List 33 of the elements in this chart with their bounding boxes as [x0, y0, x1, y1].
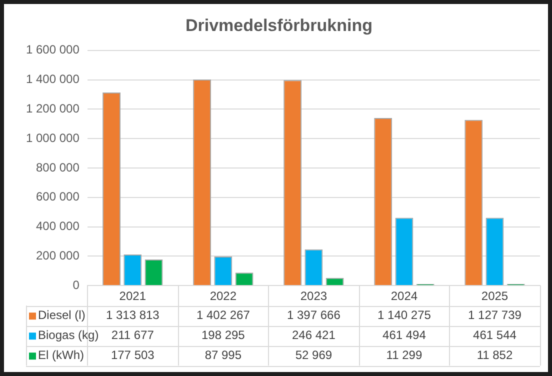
- legend-label: Diesel (l): [38, 308, 86, 322]
- y-tick-label: 1 000 000: [26, 130, 80, 145]
- legend-label: Biogas (kg): [38, 328, 99, 342]
- y-tick-label: 1 600 000: [26, 42, 80, 57]
- y-tick-label: 400 000: [36, 219, 80, 234]
- y-tick-label: 0: [72, 278, 80, 292]
- y-tick-label: 600 000: [36, 190, 80, 204]
- y-tick-label: 800 000: [36, 160, 80, 174]
- x-tick-label: 2024: [390, 289, 418, 304]
- y-tick-label: 1 400 000: [26, 72, 80, 86]
- data-label: 1 402 267: [196, 308, 250, 322]
- data-label: 87 995: [204, 348, 242, 362]
- data-label: 11 852: [476, 348, 513, 362]
- x-tick-label: 2025: [481, 289, 508, 304]
- data-label: 246 421: [292, 328, 336, 342]
- data-label: 461 544: [473, 328, 517, 342]
- x-tick-label: 2021: [119, 289, 146, 304]
- data-label: 198 295: [201, 328, 246, 342]
- data-label: 177 503: [110, 348, 155, 362]
- y-tick-label: 1 200 000: [26, 102, 80, 116]
- data-label: 1 313 813: [106, 308, 160, 322]
- chart-title: Drivmedelsförbrukning: [185, 16, 373, 35]
- x-tick-label: 2022: [210, 289, 237, 304]
- data-label: 11 299: [386, 348, 422, 362]
- data-label: 1 127 739: [468, 308, 522, 322]
- data-label: 1 140 275: [378, 308, 432, 322]
- legend-label: El (kWh): [38, 348, 84, 362]
- x-tick-label: 2023: [300, 289, 328, 304]
- data-label: 211 677: [111, 328, 154, 342]
- y-tick-label: 200 000: [36, 248, 80, 263]
- data-label: 461 494: [382, 328, 426, 342]
- data-label: 1 397 666: [286, 308, 341, 322]
- data-label: 52 969: [295, 348, 332, 362]
